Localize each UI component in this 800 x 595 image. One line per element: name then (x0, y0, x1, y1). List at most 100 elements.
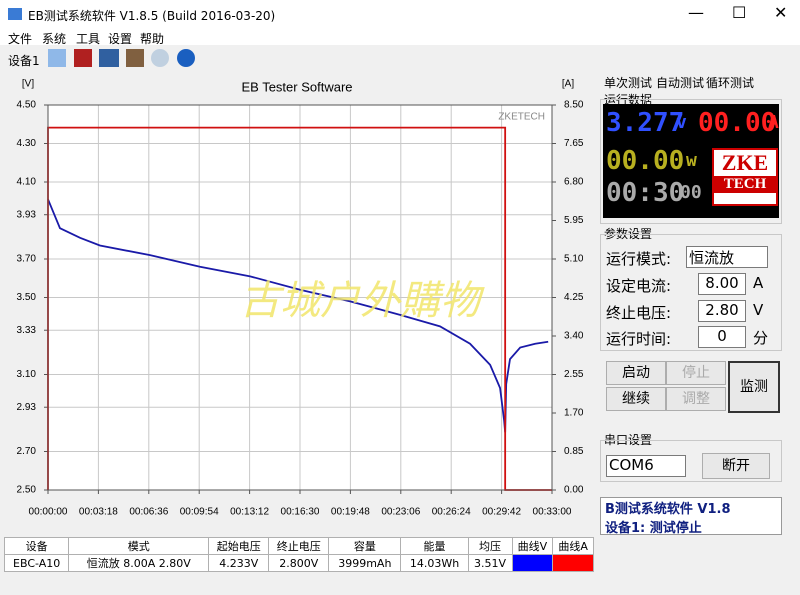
tab[interactable]: 循环测试 (706, 76, 755, 90)
cell: EBC-A10 (3, 554, 70, 572)
header-cell: 模式 (68, 537, 210, 555)
x-tick-label: 00:23:06 (381, 507, 420, 518)
menu-item[interactable]: 系统 (42, 32, 67, 46)
search-icon[interactable] (151, 49, 169, 67)
minimize[interactable]: — (688, 3, 704, 22)
time-unit: 分 (753, 329, 769, 347)
y-tick-label: 3.10 (17, 369, 37, 380)
menu-item[interactable]: 文件 (8, 32, 33, 46)
y2-tick-label: 3.40 (564, 331, 584, 342)
serial-group (600, 440, 782, 482)
y-tick-label: 2.70 (17, 446, 37, 457)
header-cell: 曲线V (511, 537, 554, 555)
stop-button[interactable]: 停止 (666, 361, 726, 385)
cell: 4.233V (208, 554, 270, 572)
open-icon[interactable] (48, 49, 66, 67)
tab[interactable]: 自动测试 (656, 76, 705, 90)
x-tick-label: 00:09:54 (180, 507, 219, 518)
y2-tick-label: 5.10 (564, 254, 584, 265)
current-unit: A (768, 112, 779, 133)
status-line: B测试系统软件 V1.8 (605, 502, 731, 517)
y-tick-label: 3.50 (17, 292, 37, 303)
y2-tick-label: 6.80 (564, 177, 584, 188)
x-tick-label: 00:29:42 (482, 507, 521, 518)
header-cell: 容量 (328, 537, 402, 555)
power-display: 00.00 (606, 146, 685, 176)
image-icon[interactable] (99, 49, 119, 67)
current-label: 设定电流: (606, 277, 672, 295)
current-input[interactable]: 8.00 (698, 273, 746, 295)
x-tick-label: 00:00:00 (29, 507, 68, 518)
y-tick-label: 2.93 (17, 402, 37, 413)
y-tick-label: 4.30 (17, 138, 37, 149)
cell: 14.03Wh (400, 554, 469, 572)
menu-bar: 文件 系统 工具 设置 帮助 (0, 30, 800, 46)
y2-tick-label: 5.95 (564, 215, 584, 226)
voltage-unit: v (676, 112, 687, 133)
x-tick-label: 00:06:36 (129, 507, 168, 518)
adjust-button[interactable]: 调整 (666, 387, 726, 411)
y-tick-label: 2.50 (17, 485, 37, 496)
close[interactable]: ✕ (774, 3, 788, 22)
y2-tick-label: 0.85 (564, 446, 584, 457)
overlay-watermark: 古城户外購物 (240, 278, 480, 324)
result-table: 设备 模式 起始电压 终止电压 容量 能量 均压 曲线V 曲线A EBC-A10 恒流放 8.00… (3, 537, 594, 572)
y2-tick-label: 1.70 (564, 408, 584, 419)
y-tick-label: 4.10 (17, 177, 37, 188)
power-unit: w (686, 150, 697, 171)
device-label: 设备1 (8, 54, 40, 68)
port-select[interactable]: COM6 (606, 455, 686, 477)
chart: EB Tester Software ZKETECH [V] [A] 00:00… (17, 79, 584, 518)
continue-button[interactable]: 继续 (606, 387, 666, 411)
mode-select[interactable]: 恒流放 (686, 246, 768, 268)
y-tick-label: 4.50 (17, 100, 37, 111)
cell: 2.800V (268, 554, 330, 572)
logo-bottom: TECH (714, 176, 776, 193)
time-input[interactable]: 0 (698, 326, 746, 348)
title-bar: EB测试系统软件 V1.8.5 (Build 2016-03-20) — ☐ ✕ (0, 0, 800, 30)
menu-item[interactable]: 工具 (76, 32, 101, 46)
toolbar: 设备1 (0, 46, 800, 72)
header-cell: 能量 (400, 537, 469, 555)
status-line: 设备1: 测试停止 (605, 521, 702, 536)
save-icon[interactable] (74, 49, 92, 67)
menu-item[interactable]: 帮助 (140, 32, 165, 46)
disconnect-button[interactable]: 断开 (702, 453, 770, 479)
y2-tick-label: 0.00 (564, 485, 584, 496)
y2-tick-label: 7.65 (564, 138, 584, 149)
header-cell: 设备 (3, 537, 70, 555)
logo-top: ZKE (721, 150, 769, 175)
current-unit: A (753, 274, 764, 292)
y-tick-label: 3.33 (17, 325, 37, 336)
y-axis-label: [V] (22, 79, 34, 90)
voltage-display: 3.277 (606, 108, 685, 138)
table-header: 设备 模式 起始电压 终止电压 容量 能量 均压 曲线V 曲线A (3, 537, 594, 555)
start-button[interactable]: 启动 (606, 361, 666, 385)
cell: 恒流放 8.00A 2.80V (68, 554, 210, 572)
logo: ZKE TECH (712, 148, 778, 206)
menu-item[interactable]: 设置 (108, 32, 133, 46)
x-tick-label: 00:03:18 (79, 507, 118, 518)
monitor-button[interactable]: 监测 (728, 361, 780, 413)
x-tick-label: 00:16:30 (281, 507, 320, 518)
plot-frame (47, 104, 553, 491)
tab[interactable]: 单次测试 (604, 76, 653, 90)
cutoff-input[interactable]: 2.80 (698, 300, 746, 322)
header-cell: 均压 (467, 537, 513, 555)
x-tick-label: 00:13:12 (230, 507, 269, 518)
group-title: 运行数据 (604, 93, 653, 107)
header-cell: 终止电压 (268, 537, 330, 555)
header-cell: 曲线A (552, 537, 594, 555)
info-icon[interactable] (177, 49, 195, 67)
table-row: EBC-A10 恒流放 8.00A 2.80V 4.233V 2.800V 3999mA… (3, 554, 594, 572)
watermark: ZKETECH (498, 112, 545, 123)
side-panel: 单次测试 自动测试 循环测试 运行数据 3.277 v 00.00 A 00.0… (598, 72, 800, 536)
status-box: B测试系统软件 V1.8 设备1: 测试停止 (600, 497, 782, 536)
cell: 3.51V (467, 554, 513, 572)
maximize[interactable]: ☐ (732, 3, 747, 22)
tools-icon[interactable] (126, 49, 144, 67)
y-tick-label: 3.93 (17, 209, 37, 220)
x-tick-label: 00:26:24 (432, 507, 471, 518)
header-cell: 起始电压 (208, 537, 270, 555)
